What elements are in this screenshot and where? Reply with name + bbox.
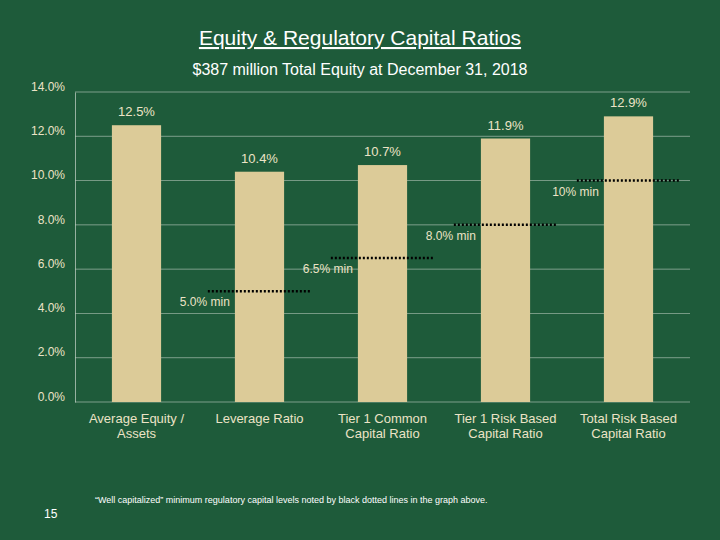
y-tick-label: 0.0% <box>38 390 66 404</box>
y-axis-line <box>75 93 76 403</box>
x-tick: Tier 1 CommonCapital Ratio <box>338 402 427 441</box>
x-tick-label: Tier 1 CommonCapital Ratio <box>338 411 427 441</box>
x-tick: Total Risk BasedCapital Ratio <box>580 402 677 441</box>
x-tick-label: Leverage Ratio <box>215 411 303 426</box>
x-tick-label: Total Risk BasedCapital Ratio <box>580 411 677 441</box>
y-tick-label: 4.0% <box>38 301 66 315</box>
x-tick-label: Average Equity /Assets <box>89 411 185 441</box>
plot-area <box>112 116 680 402</box>
grid-line <box>75 92 690 93</box>
minimum-label: 10% min <box>552 185 599 199</box>
data-label: 11.9% <box>488 118 524 133</box>
x-axis: Average Equity /Assets Leverage Ratio Tier… <box>76 402 691 441</box>
chart: Equity & Regulatory Capital Ratios $387 m… <box>0 0 720 540</box>
y-axis: 0.0% 2.0% 4.0% 6.0% 8.0% 10.0% 12.0% 14.0% <box>31 80 76 404</box>
x-tick-label-line: Tier 1 Risk Based <box>454 411 556 426</box>
x-tick-label-line: Capital Ratio <box>345 426 419 441</box>
y-tick: 14.0% <box>31 80 75 94</box>
x-axis-line <box>76 402 691 403</box>
annotations: 12.5% 10.4% 10.7% 11.9% 12.9% 5.0% min 6.5% mi… <box>118 95 647 309</box>
y-tick-label: 12.0% <box>31 124 65 138</box>
page-number: 15 <box>44 507 58 521</box>
bar <box>604 116 653 402</box>
minimum-label: 5.0% min <box>180 295 230 309</box>
data-label: 10.4% <box>241 151 278 166</box>
minimum-label: 6.5% min <box>303 262 353 276</box>
grid-line <box>75 136 690 137</box>
subtitle: $387 million Total Equity at December 31… <box>192 61 527 78</box>
minimum-line <box>454 224 557 227</box>
y-tick: 12.0% <box>31 124 75 138</box>
minimum-label: 8.0% min <box>426 229 476 243</box>
data-label: 12.9% <box>610 95 647 110</box>
y-tick-label: 8.0% <box>38 213 66 227</box>
bar <box>358 165 407 402</box>
data-label: 12.5% <box>118 104 155 119</box>
y-tick-label: 6.0% <box>38 257 66 271</box>
x-tick: Leverage Ratio <box>215 402 303 426</box>
x-tick-label-line: Average Equity / <box>89 411 185 426</box>
title: Equity & Regulatory Capital Ratios <box>199 26 521 49</box>
x-tick: Tier 1 Risk BasedCapital Ratio <box>454 402 556 441</box>
minimum-line <box>208 290 311 293</box>
bar <box>112 125 161 402</box>
footnote: “Well capitalized” minimum regulatory ca… <box>95 495 488 505</box>
data-label: 10.7% <box>364 144 401 159</box>
y-tick: 8.0% <box>38 213 75 227</box>
x-tick-label-line: Leverage Ratio <box>215 411 303 426</box>
grid <box>75 92 690 402</box>
y-tick: 2.0% <box>38 345 75 359</box>
x-tick-label-line: Tier 1 Common <box>338 411 427 426</box>
x-tick: Average Equity /Assets <box>89 402 185 441</box>
y-tick-label: 14.0% <box>31 80 65 94</box>
x-tick-label-line: Capital Ratio <box>591 426 665 441</box>
x-tick-label: Tier 1 Risk BasedCapital Ratio <box>454 411 556 441</box>
background <box>0 0 720 540</box>
minimum-line <box>331 257 434 260</box>
minimum-line <box>577 179 680 182</box>
bar <box>481 139 530 403</box>
y-tick: 4.0% <box>38 301 75 315</box>
y-tick: 0.0% <box>38 390 75 404</box>
x-tick-label-line: Assets <box>117 426 157 441</box>
y-tick-label: 2.0% <box>38 345 66 359</box>
y-tick: 6.0% <box>38 257 75 271</box>
x-tick-label-line: Total Risk Based <box>580 411 677 426</box>
y-tick: 10.0% <box>31 168 75 182</box>
x-tick-label-line: Capital Ratio <box>468 426 542 441</box>
bar <box>235 172 284 402</box>
y-tick-label: 10.0% <box>31 168 65 182</box>
